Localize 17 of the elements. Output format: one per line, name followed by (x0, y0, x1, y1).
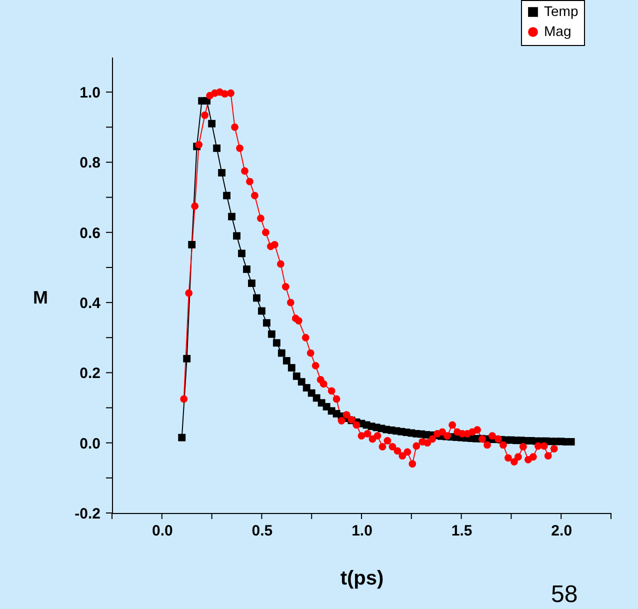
text: 58 (551, 581, 578, 608)
y-axis-title: M (33, 288, 48, 308)
x-tick-label: 2.0 (551, 522, 572, 540)
x-tick-label: 1.0 (352, 522, 372, 540)
y-tick-label: 0.0 (80, 435, 100, 452)
x-axis-title: t(ps) (340, 568, 384, 590)
legend-label: Mag (544, 23, 572, 39)
y-tick-label: -0.2 (74, 506, 100, 522)
y-tick-label: 0.4 (80, 295, 102, 312)
y-tick-label: 0.2 (80, 365, 100, 382)
x-tick-label: 1.5 (451, 522, 472, 540)
y-tick-label: 0.8 (80, 154, 100, 172)
legend-label: Temp (544, 3, 578, 19)
x-tick-label: 0.0 (152, 522, 173, 540)
y-tick-label: 0.6 (80, 224, 100, 242)
x-tick-label: 0.5 (252, 522, 273, 540)
y-tick-label: 1.0 (80, 84, 100, 102)
